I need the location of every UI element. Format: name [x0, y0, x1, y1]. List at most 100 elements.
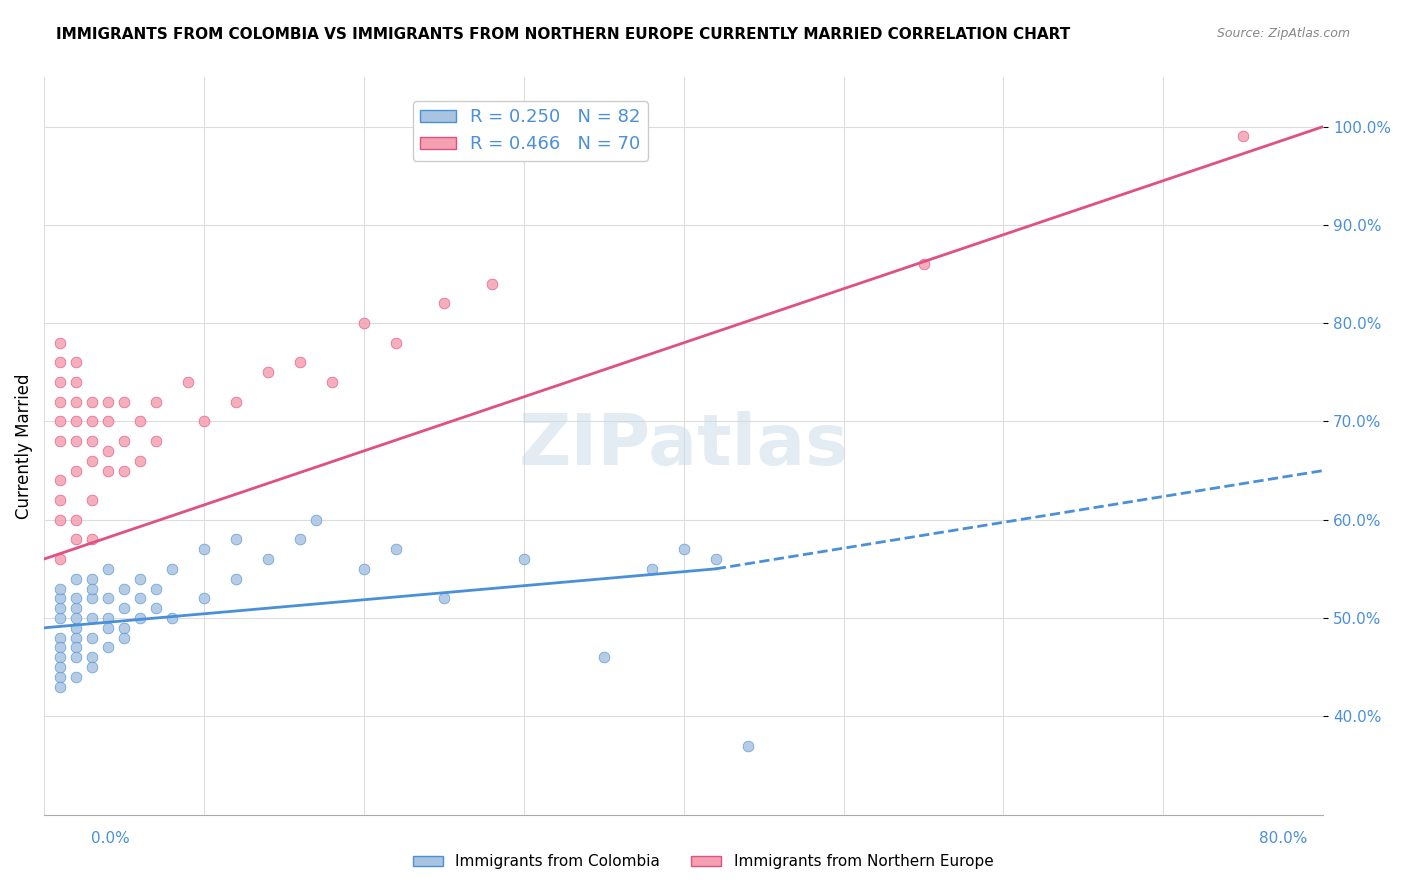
Point	[80, 660, 103, 674]
Point	[97, 591, 120, 606]
Text: Source: ZipAtlas.com: Source: ZipAtlas.com	[1216, 27, 1350, 40]
Point	[49, 670, 72, 684]
Point	[65, 621, 87, 635]
Point	[145, 582, 167, 596]
Point	[49, 493, 72, 508]
Point	[225, 394, 247, 409]
Point	[704, 552, 727, 566]
Point	[80, 414, 103, 428]
Text: 80.0%: 80.0%	[1260, 831, 1308, 846]
Point	[97, 562, 120, 576]
Point	[672, 542, 695, 557]
Point	[49, 631, 72, 645]
Point	[129, 591, 152, 606]
Point	[49, 434, 72, 448]
Point	[49, 552, 72, 566]
Point	[129, 414, 152, 428]
Point	[112, 394, 135, 409]
Point	[305, 513, 328, 527]
Point	[112, 582, 135, 596]
Point	[65, 394, 87, 409]
Point	[433, 296, 456, 310]
Point	[97, 640, 120, 655]
Point	[129, 572, 152, 586]
Legend: Immigrants from Colombia, Immigrants from Northern Europe: Immigrants from Colombia, Immigrants fro…	[406, 848, 1000, 875]
Point	[433, 591, 456, 606]
Point	[65, 513, 87, 527]
Point	[177, 375, 200, 389]
Point	[385, 542, 408, 557]
Point	[112, 621, 135, 635]
Point	[225, 533, 247, 547]
Point	[65, 572, 87, 586]
Point	[145, 394, 167, 409]
Point	[49, 335, 72, 350]
Point	[129, 454, 152, 468]
Point	[80, 650, 103, 665]
Text: IMMIGRANTS FROM COLOMBIA VS IMMIGRANTS FROM NORTHERN EUROPE CURRENTLY MARRIED CO: IMMIGRANTS FROM COLOMBIA VS IMMIGRANTS F…	[56, 27, 1070, 42]
Point	[80, 394, 103, 409]
Point	[112, 434, 135, 448]
Point	[353, 562, 375, 576]
Point	[65, 434, 87, 448]
Point	[193, 414, 215, 428]
Point	[49, 394, 72, 409]
Point	[145, 601, 167, 615]
Point	[49, 513, 72, 527]
Point	[65, 631, 87, 645]
Point	[112, 631, 135, 645]
Point	[65, 611, 87, 625]
Point	[160, 562, 183, 576]
Point	[193, 591, 215, 606]
Point	[65, 414, 87, 428]
Point	[912, 257, 935, 271]
Text: 0.0%: 0.0%	[91, 831, 131, 846]
Point	[385, 335, 408, 350]
Point	[592, 650, 614, 665]
Point	[97, 621, 120, 635]
Point	[481, 277, 503, 291]
Point	[225, 572, 247, 586]
Point	[49, 680, 72, 694]
Point	[641, 562, 664, 576]
Legend: R = 0.250   N = 82, R = 0.466   N = 70: R = 0.250 N = 82, R = 0.466 N = 70	[412, 101, 648, 161]
Point	[193, 542, 215, 557]
Point	[80, 533, 103, 547]
Point	[97, 394, 120, 409]
Point	[80, 611, 103, 625]
Point	[49, 474, 72, 488]
Point	[80, 582, 103, 596]
Point	[49, 640, 72, 655]
Point	[49, 355, 72, 369]
Point	[97, 414, 120, 428]
Point	[97, 464, 120, 478]
Point	[49, 650, 72, 665]
Point	[513, 552, 536, 566]
Point	[257, 365, 280, 379]
Point	[129, 611, 152, 625]
Point	[49, 660, 72, 674]
Point	[145, 434, 167, 448]
Point	[160, 611, 183, 625]
Point	[112, 601, 135, 615]
Point	[65, 375, 87, 389]
Point	[1232, 129, 1254, 144]
Point	[65, 670, 87, 684]
Point	[80, 631, 103, 645]
Point	[737, 739, 759, 753]
Point	[65, 355, 87, 369]
Point	[353, 316, 375, 330]
Y-axis label: Currently Married: Currently Married	[15, 373, 32, 519]
Point	[49, 375, 72, 389]
Point	[80, 591, 103, 606]
Point	[49, 414, 72, 428]
Point	[97, 444, 120, 458]
Point	[65, 640, 87, 655]
Point	[112, 464, 135, 478]
Point	[80, 454, 103, 468]
Point	[80, 434, 103, 448]
Point	[321, 375, 343, 389]
Point	[80, 572, 103, 586]
Point	[97, 611, 120, 625]
Point	[288, 355, 311, 369]
